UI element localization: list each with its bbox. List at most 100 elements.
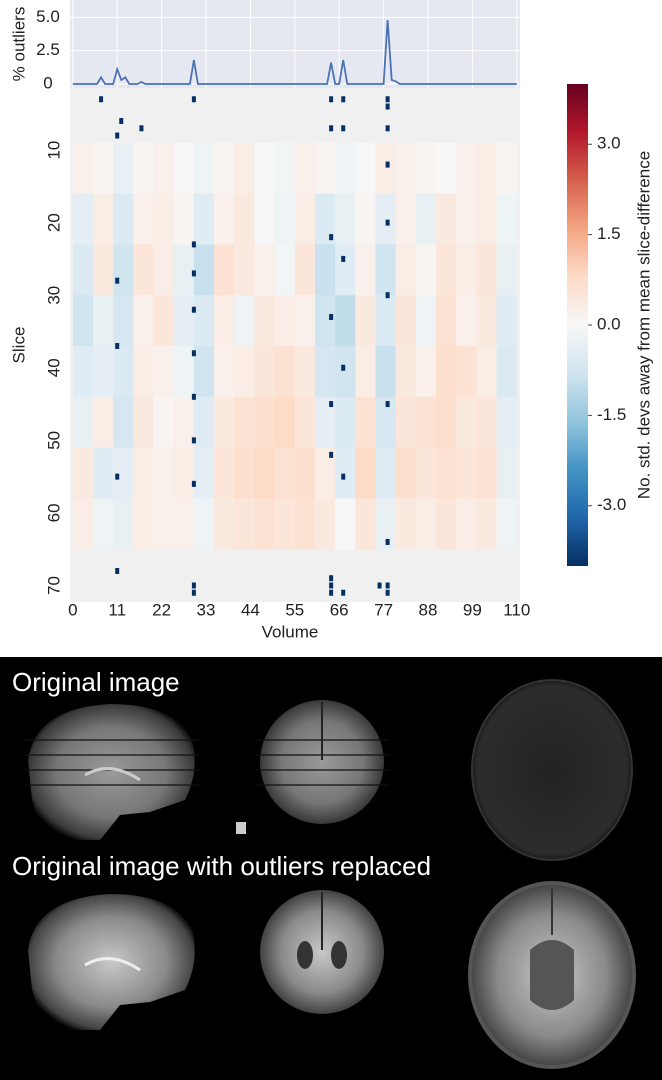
heatmap-cell (476, 498, 496, 549)
heatmap-cell (154, 194, 174, 245)
heatmap-cell (93, 448, 113, 499)
heatmap-cell (73, 194, 93, 245)
heatmap-cell (436, 346, 456, 397)
heatmap-cell (174, 244, 194, 295)
heatmap-cell (476, 346, 496, 397)
heatmap-cell (254, 346, 274, 397)
outlier-mark (192, 241, 196, 247)
heatmap-cell (497, 346, 517, 397)
heatmap-cell (456, 448, 476, 499)
outlier-mark (341, 365, 345, 371)
heatmap-cell (355, 448, 375, 499)
heatmap-cell (234, 397, 254, 448)
figure: 02.55.0% outliers01122334455667788991101… (0, 0, 662, 1080)
y-tick-label: 5.0 (36, 7, 60, 26)
outlier-mark (386, 125, 390, 131)
outlier-mark (341, 256, 345, 262)
heatmap-cell (234, 498, 254, 549)
heatmap-cell (416, 397, 436, 448)
heatmap-cell (154, 397, 174, 448)
heatmap-cell (93, 498, 113, 549)
outlier-mark (341, 590, 345, 596)
axial-original (472, 680, 632, 860)
heatmap-cell (436, 143, 456, 194)
heatmap-cell (396, 194, 416, 245)
outlier-mark (386, 162, 390, 168)
x-axis-label: Volume (262, 622, 319, 641)
heatmap-cell (194, 397, 214, 448)
heatmap-cell (456, 295, 476, 346)
colorbar-tick-label: 3.0 (597, 134, 621, 153)
heatmap-cell (234, 194, 254, 245)
heatmap-cell (376, 143, 396, 194)
heatmap-cell (295, 397, 315, 448)
outlier-mark (329, 314, 333, 320)
heatmap-cell (497, 194, 517, 245)
heatmap-cell (113, 346, 133, 397)
heatmap-cell (335, 194, 355, 245)
heatmap-cell (133, 448, 153, 499)
heatmap-cell (416, 194, 436, 245)
heatmap-cell (335, 295, 355, 346)
y-tick-label: 60 (44, 503, 63, 522)
outlier-mark (192, 270, 196, 276)
heatmap-cell (436, 397, 456, 448)
outlier-mark (329, 401, 333, 407)
outlier-mark (386, 401, 390, 407)
heatmap-cell (154, 143, 174, 194)
outlier-mark (115, 133, 119, 139)
heatmap-cell (214, 498, 234, 549)
heatmap-cell (376, 194, 396, 245)
outlier-mark (341, 474, 345, 480)
heatmap-cell (295, 194, 315, 245)
x-tick-label: 55 (285, 600, 304, 619)
heatmap-cell (416, 244, 436, 295)
x-tick-label: 0 (68, 600, 77, 619)
outlier-mark (378, 582, 382, 588)
heatmap-cell (396, 346, 416, 397)
y-tick-label: 40 (44, 358, 63, 377)
heatmap-cell (174, 346, 194, 397)
heatmap-cell (93, 194, 113, 245)
heatmap-cell (396, 448, 416, 499)
heatmap-cell (214, 143, 234, 194)
outlier-mark (192, 307, 196, 313)
colorbar-tick-label: 0.0 (597, 314, 621, 333)
heatmap-cell (194, 295, 214, 346)
heatmap-cell (436, 295, 456, 346)
heatmap-cell (355, 397, 375, 448)
heatmap-cell (275, 244, 295, 295)
outlier-mark (329, 575, 333, 581)
heatmap-cell (355, 498, 375, 549)
heatmap-cell (355, 194, 375, 245)
outlier-mark (386, 539, 390, 545)
heatmap-cell (154, 295, 174, 346)
heatmap-cell (194, 448, 214, 499)
outlier-mark (329, 582, 333, 588)
heatmap-cell (476, 143, 496, 194)
heatmap-cell (214, 448, 234, 499)
heatmap-cell (497, 448, 517, 499)
axial-replaced (470, 883, 634, 1067)
heatmap-cell (497, 295, 517, 346)
heatmap-cell (476, 448, 496, 499)
x-tick-label: 99 (463, 600, 482, 619)
heatmap-cell (335, 498, 355, 549)
heatmap-cell (174, 498, 194, 549)
outlier-mark (341, 96, 345, 102)
heatmap-cell (456, 346, 476, 397)
outlier-mark (329, 234, 333, 240)
heatmap-cell (275, 498, 295, 549)
outlier-mark (115, 278, 119, 284)
heatmap-cell (416, 346, 436, 397)
heatmap-cell (194, 244, 214, 295)
y-tick-label: 70 (44, 576, 63, 595)
heatmap-cell (295, 346, 315, 397)
outlier-mark (192, 481, 196, 487)
heatmap-cell (234, 244, 254, 295)
heatmap-cell (376, 244, 396, 295)
heatmap-cell (73, 295, 93, 346)
heatmap-cell (113, 397, 133, 448)
heatmap-cell (295, 244, 315, 295)
outlier-mark (329, 452, 333, 458)
